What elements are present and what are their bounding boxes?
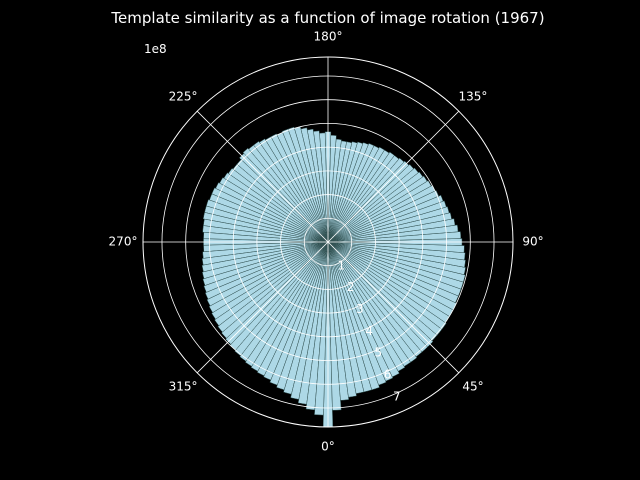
r-tick-label: 3 [356,302,364,316]
theta-gridline [327,241,460,374]
theta-tick-label: 135° [459,90,488,104]
r-tick-label: 4 [365,324,373,338]
chart-title: Template similarity as a function of ima… [110,9,544,27]
bar [327,175,428,243]
theta-gridline [327,110,460,243]
r-tick-label: 7 [393,389,401,403]
bar [202,212,329,243]
theta-tick-label: 0° [321,440,335,454]
theta-tick-labels: 0° 45° 90° 135° 180° 225° 270° 315° [109,30,544,454]
bar [327,241,466,268]
bar [327,142,369,243]
bar [327,143,375,243]
bar [327,164,415,243]
bar [327,146,385,243]
bars-layer [201,126,466,428]
bar [327,241,418,363]
bar [327,241,400,378]
bar [327,241,466,275]
bar [327,167,419,243]
theta-tick-label: 90° [522,235,543,249]
bar [327,241,387,386]
bar [327,190,439,243]
bar [314,241,329,416]
r-tick-label: 5 [375,346,383,360]
bar [327,171,424,243]
bar [327,157,405,243]
theta-tick-label: 315° [169,379,198,393]
r-scale-offset-label: 1e8 [144,42,167,56]
bar [327,141,358,243]
bar [327,241,465,253]
r-tick-label: 6 [384,367,392,381]
bar [327,241,406,372]
r-tick-label: 1 [337,258,345,272]
theta-tick-label: 180° [314,30,343,44]
theta-gridline [196,241,329,374]
bar [327,241,394,382]
bar [327,141,364,243]
bar [327,180,432,243]
r-tick-label: 2 [347,280,355,294]
theta-tick-label: 45° [462,379,483,393]
bar [327,241,466,261]
theta-tick-label: 270° [109,235,138,249]
bar [327,151,395,243]
grid-layer [142,56,514,428]
bar [327,241,447,330]
theta-gridline [196,110,329,243]
theta-tick-label: 225° [169,90,198,104]
